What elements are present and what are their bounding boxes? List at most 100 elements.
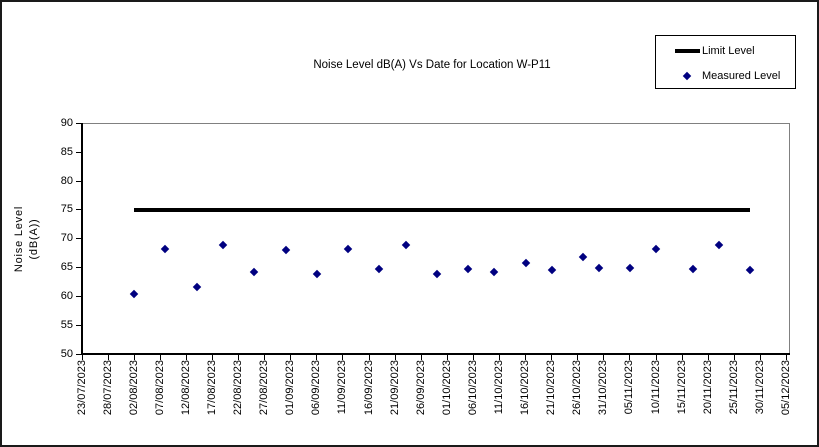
y-tick-mark: [76, 180, 82, 182]
x-tick-mark: [786, 354, 787, 360]
x-tick-mark: [603, 354, 605, 360]
x-tick-label: 31/10/2023: [597, 360, 610, 416]
measured-level-point: [625, 263, 635, 273]
x-tick-label: 01/09/2023: [284, 360, 297, 416]
y-tick-mark: [76, 295, 82, 297]
y-tick-mark: [76, 123, 82, 124]
measured-level-point: [312, 269, 322, 279]
measured-level-point: [547, 266, 556, 275]
x-tick-label: 02/08/2023: [127, 360, 140, 416]
x-tick-mark: [577, 354, 579, 360]
measured-level-point: [375, 264, 384, 273]
measured-level-point: [432, 270, 442, 279]
x-tick-label: 15/11/2023: [675, 360, 688, 415]
y-tick-label: 75: [60, 203, 73, 216]
x-tick-label: 28/07/2023: [101, 360, 114, 416]
y-tick-label: 50: [60, 347, 73, 360]
x-tick-mark: [264, 354, 266, 360]
measured-level-point: [129, 289, 139, 299]
y-tick-mark: [76, 324, 82, 326]
measured-level-point: [161, 244, 170, 254]
y-tick-mark: [76, 238, 82, 240]
x-tick-label: 21/09/2023: [388, 360, 401, 416]
x-tick-label: 22/08/2023: [232, 360, 245, 416]
x-tick-label: 11/10/2023: [492, 360, 505, 415]
x-tick-mark: [525, 354, 527, 360]
x-tick-mark: [707, 354, 709, 360]
x-tick-mark: [185, 354, 187, 360]
x-tick-mark: [81, 354, 83, 360]
x-tick-mark: [368, 354, 370, 360]
x-tick-mark: [733, 354, 735, 360]
x-tick-label: 06/10/2023: [466, 360, 479, 416]
y-tick-label: 65: [60, 261, 73, 274]
x-tick-label: 17/08/2023: [205, 360, 218, 416]
measured-level-point: [490, 267, 499, 276]
x-tick-mark: [498, 354, 500, 360]
measured-level-point: [594, 263, 603, 272]
x-tick-label: 27/08/2023: [258, 360, 271, 416]
y-tick-label: 60: [60, 289, 73, 302]
plot-border-right: [789, 123, 790, 355]
x-tick-label: 06/09/2023: [310, 360, 323, 416]
x-tick-mark: [394, 354, 396, 360]
x-tick-label: 05/12/2023: [780, 360, 792, 416]
measured-level-point: [745, 266, 755, 275]
x-tick-mark: [681, 354, 683, 360]
x-tick-mark: [107, 354, 109, 360]
x-tick-label: 25/11/2023: [727, 360, 740, 415]
x-tick-mark: [629, 354, 631, 360]
x-tick-label: 12/08/2023: [179, 360, 192, 416]
measured-level-point: [578, 252, 588, 261]
x-tick-mark: [446, 354, 448, 360]
x-tick-mark: [238, 354, 240, 360]
x-tick-label: 21/10/2023: [545, 360, 558, 416]
x-tick-mark: [316, 354, 318, 360]
y-tick-mark: [76, 353, 82, 355]
x-tick-label: 11/09/2023: [336, 360, 349, 415]
legend: Limit Level Measured Level: [655, 35, 796, 89]
y-tick-label: 55: [60, 318, 73, 331]
x-tick-mark: [159, 354, 161, 360]
limit-level-line: [134, 207, 750, 212]
y-tick-label: 70: [60, 232, 73, 245]
x-tick-label: 01/10/2023: [440, 360, 453, 416]
y-axis-line: [81, 123, 83, 355]
x-tick-mark: [133, 354, 135, 360]
y-tick-label: 85: [60, 145, 73, 158]
x-tick-label: 20/11/2023: [701, 360, 714, 415]
measured-level-point: [714, 240, 723, 250]
measured-level-point: [192, 282, 202, 291]
legend-item-measured-level: Measured Level: [656, 69, 795, 83]
x-tick-label: 23/07/2023: [75, 360, 88, 416]
x-tick-mark: [420, 354, 422, 360]
limit-line-marker-icon: [675, 49, 700, 53]
x-tick-label: 10/11/2023: [649, 360, 662, 415]
x-tick-mark: [655, 354, 657, 360]
chart-title: Noise Level dB(A) Vs Date for Location W…: [313, 59, 551, 71]
x-tick-label: 26/10/2023: [571, 360, 584, 416]
measured-level-point: [343, 244, 353, 254]
y-tick-mark: [76, 209, 82, 211]
legend-label-measured-level: Measured Level: [702, 70, 781, 82]
legend-label-limit-level: Limit Level: [702, 45, 755, 57]
plot-border-top: [81, 123, 790, 124]
legend-item-limit-level: Limit Level: [656, 44, 795, 58]
x-tick-mark: [551, 354, 553, 360]
x-tick-label: 05/11/2023: [623, 360, 636, 415]
y-tick-mark: [76, 151, 82, 153]
measured-level-point: [651, 244, 661, 254]
x-tick-label: 30/11/2023: [753, 360, 766, 415]
measured-level-point: [218, 240, 228, 249]
measured-level-point: [401, 240, 410, 250]
y-tick-mark: [76, 267, 82, 269]
x-tick-mark: [472, 354, 474, 360]
measured-level-point: [688, 264, 697, 273]
x-tick-mark: [342, 354, 344, 360]
x-tick-label: 16/10/2023: [519, 360, 532, 416]
x-tick-mark: [290, 354, 292, 360]
x-tick-label: 26/09/2023: [414, 360, 427, 416]
y-tick-label: 80: [60, 174, 73, 187]
